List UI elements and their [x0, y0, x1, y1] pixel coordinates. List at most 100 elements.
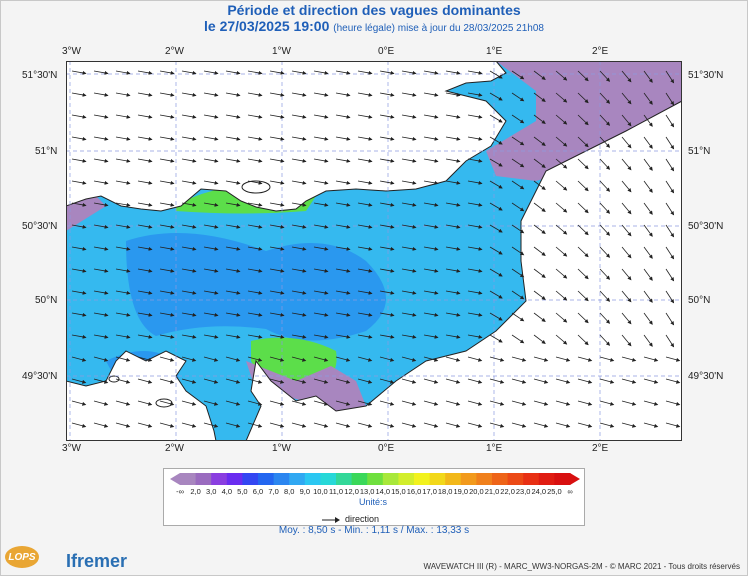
direction-arrow — [225, 312, 241, 317]
direction-arrow — [357, 136, 373, 141]
direction-arrow — [555, 202, 568, 213]
map-title: Période et direction des vagues dominant… — [227, 2, 521, 18]
subtitle-date: le 27/03/2025 19:00 — [204, 18, 330, 34]
lon-tick-bottom: 1°E — [486, 443, 503, 454]
legend-swatch — [507, 473, 524, 485]
lat-tick-right: 49°30'N — [688, 371, 724, 382]
ifremer-logo: Ifremer — [66, 551, 128, 571]
direction-arrow — [159, 422, 175, 428]
direction-arrow — [203, 70, 219, 75]
direction-arrow — [335, 202, 351, 207]
direction-arrow — [269, 158, 285, 163]
direction-arrow — [533, 290, 546, 300]
legend-swatch — [492, 473, 509, 485]
direction-arrow — [533, 246, 546, 256]
direction-arrow — [357, 70, 373, 75]
legend-label: ∞ — [567, 487, 573, 496]
direction-arrow — [115, 268, 131, 273]
direction-arrow — [115, 290, 131, 295]
direction-arrow — [665, 202, 675, 216]
direction-arrow — [247, 136, 263, 141]
direction-arrow — [555, 136, 568, 147]
direction-arrow — [621, 114, 632, 127]
legend-tip-right — [570, 473, 580, 485]
direction-arrow — [137, 246, 153, 251]
direction-arrow — [291, 422, 307, 428]
direction-arrow — [599, 224, 611, 236]
direction-arrow — [181, 202, 197, 207]
direction-arrow — [445, 290, 461, 295]
direction-arrow — [621, 290, 632, 303]
direction-arrow — [137, 290, 153, 295]
direction-arrow — [533, 202, 546, 212]
direction-arrow — [489, 246, 503, 255]
direction-arrow — [225, 136, 241, 141]
land-france — [66, 101, 682, 441]
direction-arrow — [599, 334, 611, 346]
direction-arrow — [401, 180, 417, 185]
direction-arrow — [115, 70, 131, 75]
direction-arrow — [137, 136, 153, 141]
direction-arrow — [71, 92, 87, 97]
direction-arrow — [379, 378, 395, 384]
lon-tick-top: 2°W — [165, 46, 184, 57]
direction-arrow — [291, 268, 307, 273]
direction-arrow — [621, 180, 632, 193]
legend-swatch — [180, 473, 197, 485]
direction-arrow — [533, 114, 546, 124]
direction-arrow — [335, 378, 351, 384]
direction-arrow — [159, 268, 175, 273]
direction-arrow — [599, 268, 611, 280]
lat-tick-left: 51°30'N — [22, 70, 58, 81]
direction-arrow — [423, 136, 439, 141]
direction-arrow — [71, 180, 87, 185]
direction-arrow — [225, 246, 241, 251]
direction-arrow — [115, 202, 131, 207]
direction-arrow — [467, 92, 483, 97]
lon-tick-bottom: 0°E — [378, 443, 395, 454]
legend-label: 20,0 — [469, 487, 484, 496]
direction-arrow — [181, 268, 197, 273]
direction-arrow — [335, 422, 351, 428]
direction-arrow — [555, 246, 568, 257]
direction-arrow — [665, 268, 675, 282]
legend-label: 14,0 — [375, 487, 391, 496]
direction-arrow — [643, 180, 653, 193]
direction-arrow — [489, 158, 503, 167]
lon-tick-bottom: 3°W — [62, 443, 81, 454]
legend-label: 9,0 — [299, 487, 311, 496]
direction-arrow — [511, 290, 525, 300]
direction-arrow — [137, 356, 153, 362]
direction-arrow — [423, 268, 439, 273]
direction-arrow — [357, 356, 373, 362]
direction-arrow — [247, 158, 263, 163]
direction-arrow — [159, 378, 175, 384]
legend-label: 23,0 — [515, 487, 531, 496]
direction-arrow — [445, 224, 461, 229]
direction-arrow — [423, 422, 439, 428]
direction-arrow — [423, 356, 439, 362]
direction-arrow — [467, 136, 483, 141]
lops-logo: LOPS — [5, 546, 39, 568]
direction-arrow — [335, 268, 351, 273]
direction-arrow — [269, 136, 285, 141]
direction-arrow — [93, 114, 109, 119]
direction-arrow — [489, 334, 503, 343]
direction-arrow — [489, 356, 505, 362]
direction-arrow — [665, 312, 675, 326]
direction-arrow — [467, 202, 483, 207]
legend-label: 6,0 — [252, 487, 264, 496]
direction-arrow — [577, 246, 589, 258]
direction-arrow — [225, 334, 241, 339]
legend-swatch — [304, 473, 321, 485]
direction-arrow — [71, 70, 87, 75]
lat-tick-right: 50°N — [688, 295, 711, 306]
direction-arrow — [159, 202, 175, 207]
direction-arrow — [225, 114, 241, 119]
direction-arrow — [621, 268, 632, 281]
direction-arrow — [643, 92, 653, 105]
legend-label: -∞ — [176, 487, 184, 496]
direction-arrow — [401, 356, 417, 362]
direction-arrow — [269, 70, 285, 75]
legend-label: 3,0 — [205, 487, 217, 496]
